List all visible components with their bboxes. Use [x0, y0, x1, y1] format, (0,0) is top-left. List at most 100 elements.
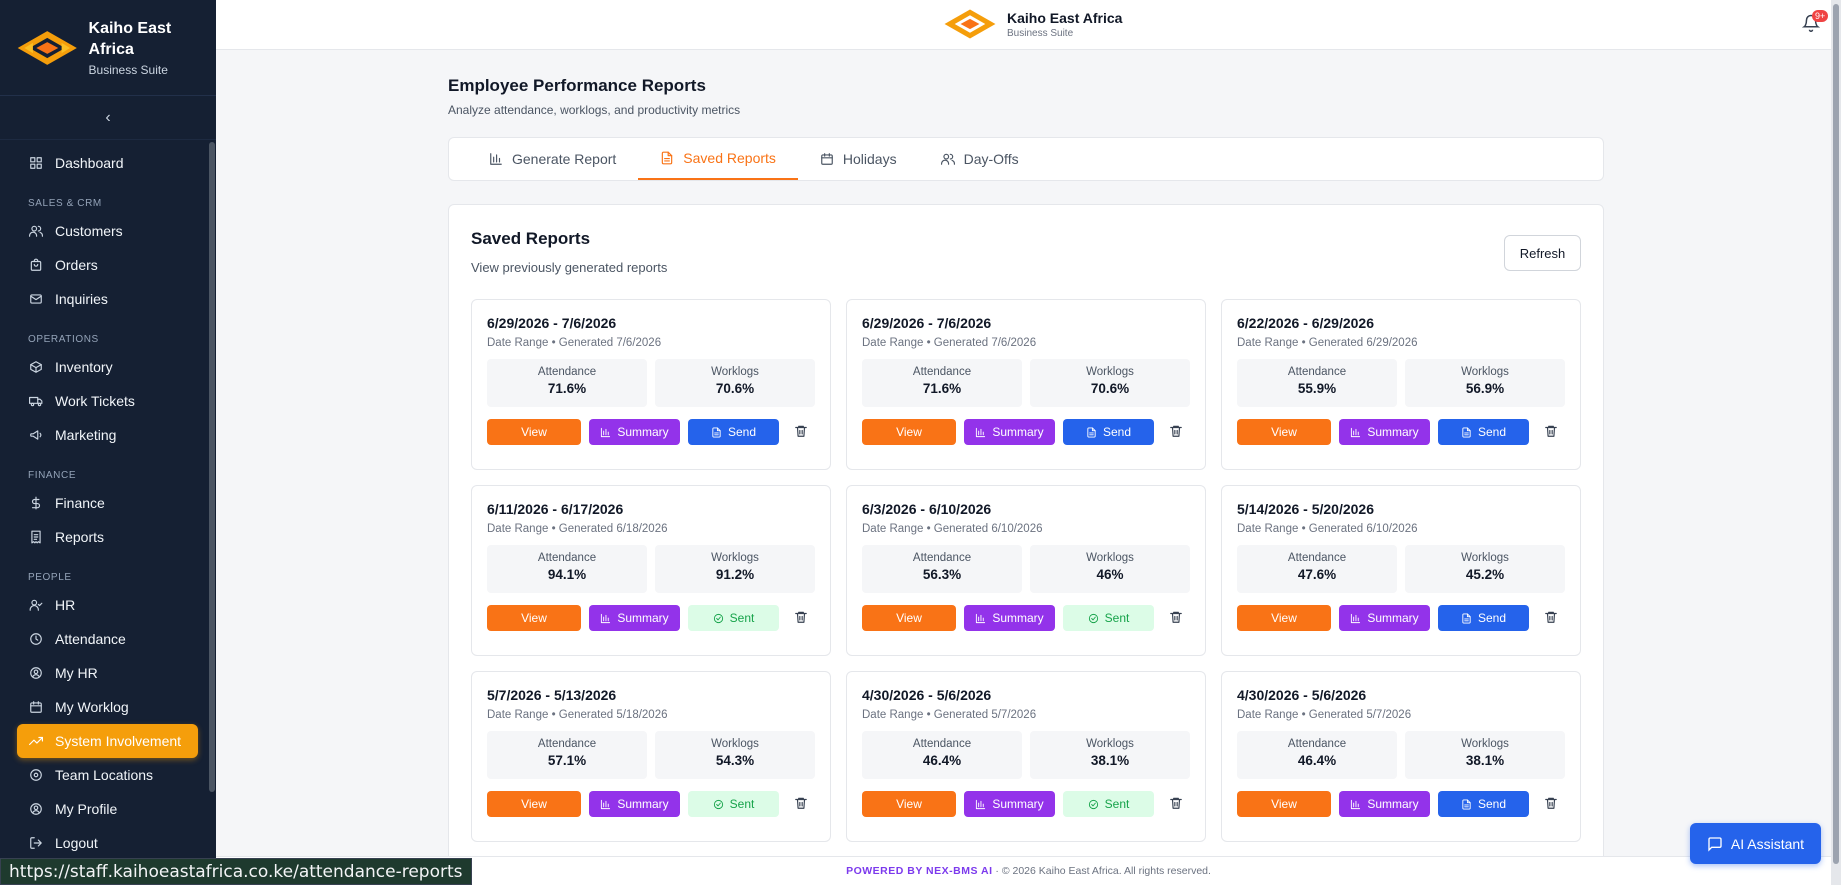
ai-assistant-button[interactable]: AI Assistant: [1690, 823, 1821, 864]
summary-button[interactable]: Summary: [1339, 419, 1430, 445]
sidebar-item-reports[interactable]: Reports: [17, 520, 198, 554]
view-button[interactable]: View: [862, 791, 956, 817]
worklogs-stat: Worklogs 46%: [1030, 545, 1190, 593]
view-button[interactable]: View: [487, 605, 581, 631]
sidebar-item-system-involvement[interactable]: System Involvement: [17, 724, 198, 758]
view-button[interactable]: View: [1237, 605, 1331, 631]
main-content: Employee Performance Reports Analyze att…: [448, 50, 1604, 884]
summary-label: Summary: [1367, 425, 1419, 439]
report-meta: Date Range • Generated 5/18/2026: [487, 709, 668, 721]
send-button[interactable]: Send: [1438, 605, 1529, 631]
report-meta: Date Range • Generated 6/29/2026: [1237, 337, 1418, 349]
tab-saved-reports[interactable]: Saved Reports: [638, 138, 798, 180]
view-label: View: [896, 797, 922, 811]
worklogs-value: 38.1%: [1090, 753, 1130, 768]
footer: POWERED BY NEX-BMS AI · © 2026 Kaiho Eas…: [216, 856, 1841, 885]
refresh-button[interactable]: Refresh: [1504, 235, 1581, 271]
view-button[interactable]: View: [862, 605, 956, 631]
delete-report-button[interactable]: [1544, 424, 1558, 440]
sidebar-scrollbar[interactable]: [209, 142, 215, 792]
delete-report-button[interactable]: [794, 424, 808, 440]
attendance-label: Attendance: [537, 738, 597, 750]
summary-button[interactable]: Summary: [964, 419, 1055, 445]
summary-button[interactable]: Summary: [589, 419, 680, 445]
sidebar-item-logout[interactable]: Logout: [17, 826, 198, 860]
view-button[interactable]: View: [487, 419, 581, 445]
view-button[interactable]: View: [862, 419, 956, 445]
tab-holidays[interactable]: Holidays: [798, 138, 919, 180]
mail-icon: [29, 292, 43, 306]
bar-chart-icon: [975, 799, 986, 810]
page-scrollbar-thumb[interactable]: [1833, 4, 1839, 864]
reports-grid: 6/29/2026 - 7/6/2026 Date Range • Genera…: [471, 299, 1581, 842]
sidebar-item-label: Customers: [55, 223, 123, 239]
tab-day-offs[interactable]: Day-Offs: [919, 138, 1041, 180]
sidebar-section-title: OPERATIONS: [28, 333, 99, 345]
report-card: 6/22/2026 - 6/29/2026 Date Range • Gener…: [1221, 299, 1581, 470]
delete-report-button[interactable]: [1544, 796, 1558, 812]
worklogs-value: 56.9%: [1465, 381, 1505, 396]
summary-button[interactable]: Summary: [1339, 791, 1430, 817]
worklogs-stat: Worklogs 45.2%: [1405, 545, 1565, 593]
attendance-value: 55.9%: [1297, 381, 1337, 396]
sidebar-item-attendance[interactable]: Attendance: [17, 622, 198, 656]
delete-report-button[interactable]: [794, 610, 808, 626]
delete-report-button[interactable]: [1169, 424, 1183, 440]
notifications-button[interactable]: 9+: [1801, 10, 1829, 36]
sidebar-section-title: SALES & CRM: [28, 197, 102, 209]
sidebar-item-finance[interactable]: Finance: [17, 486, 198, 520]
sidebar-item-label: Logout: [55, 835, 98, 851]
saved-reports-subtitle: View previously generated reports: [471, 260, 668, 275]
delete-report-button[interactable]: [1544, 610, 1558, 626]
attendance-stat: Attendance 55.9%: [1237, 359, 1397, 407]
summary-button[interactable]: Summary: [964, 791, 1055, 817]
worklogs-label: Worklogs: [1461, 552, 1509, 564]
delete-report-button[interactable]: [794, 796, 808, 812]
attendance-value: 56.3%: [922, 567, 962, 582]
delete-report-button[interactable]: [1169, 796, 1183, 812]
sidebar-item-work-tickets[interactable]: Work Tickets: [17, 384, 198, 418]
delete-report-button[interactable]: [1169, 610, 1183, 626]
sidebar-item-inquiries[interactable]: Inquiries: [17, 282, 198, 316]
send-button[interactable]: Send: [1438, 791, 1529, 817]
collapse-sidebar-button[interactable]: ‹: [0, 96, 216, 140]
sidebar-item-team-locations[interactable]: Team Locations: [17, 758, 198, 792]
send-button[interactable]: Send: [1438, 419, 1529, 445]
sidebar-item-customers[interactable]: Customers: [17, 214, 198, 248]
send-button[interactable]: Send: [688, 419, 779, 445]
worklogs-label: Worklogs: [1086, 552, 1134, 564]
view-button[interactable]: View: [1237, 419, 1331, 445]
sidebar-item-label: Attendance: [55, 631, 126, 647]
send-label: Send: [1102, 425, 1132, 439]
sidebar-item-hr[interactable]: HR: [17, 588, 198, 622]
sidebar-item-orders[interactable]: Orders: [17, 248, 198, 282]
sidebar-item-dashboard[interactable]: Dashboard: [17, 146, 198, 180]
attendance-stat: Attendance 46.4%: [1237, 731, 1397, 779]
summary-button[interactable]: Summary: [1339, 605, 1430, 631]
summary-button[interactable]: Summary: [589, 605, 680, 631]
truck-icon: [29, 394, 43, 408]
sidebar-item-my-profile[interactable]: My Profile: [17, 792, 198, 826]
sidebar-item-my-hr[interactable]: My HR: [17, 656, 198, 690]
sidebar-item-label: Orders: [55, 257, 98, 273]
view-button[interactable]: View: [1237, 791, 1331, 817]
sidebar-item-marketing[interactable]: Marketing: [17, 418, 198, 452]
report-meta: Date Range • Generated 6/10/2026: [862, 523, 1043, 535]
topbar-brand-name: Kaiho East Africa: [1007, 9, 1123, 26]
page-scrollbar[interactable]: [1831, 0, 1841, 885]
worklogs-value: 70.6%: [1090, 381, 1130, 396]
brand-logo-icon: [17, 31, 77, 65]
sidebar-item-my-worklog[interactable]: My Worklog: [17, 690, 198, 724]
report-card: 6/29/2026 - 7/6/2026 Date Range • Genera…: [846, 299, 1206, 470]
tab-generate-report[interactable]: Generate Report: [467, 138, 638, 180]
sidebar-item-label: System Involvement: [55, 733, 182, 749]
summary-button[interactable]: Summary: [964, 605, 1055, 631]
sidebar-item-inventory[interactable]: Inventory: [17, 350, 198, 384]
top-bar: Kaiho East Africa Business Suite 9+: [216, 0, 1841, 50]
send-button[interactable]: Send: [1063, 419, 1154, 445]
bar-chart-icon: [489, 152, 503, 166]
bar-chart-icon: [600, 613, 611, 624]
summary-button[interactable]: Summary: [589, 791, 680, 817]
sent-status-button: Sent: [1063, 605, 1154, 631]
view-button[interactable]: View: [487, 791, 581, 817]
